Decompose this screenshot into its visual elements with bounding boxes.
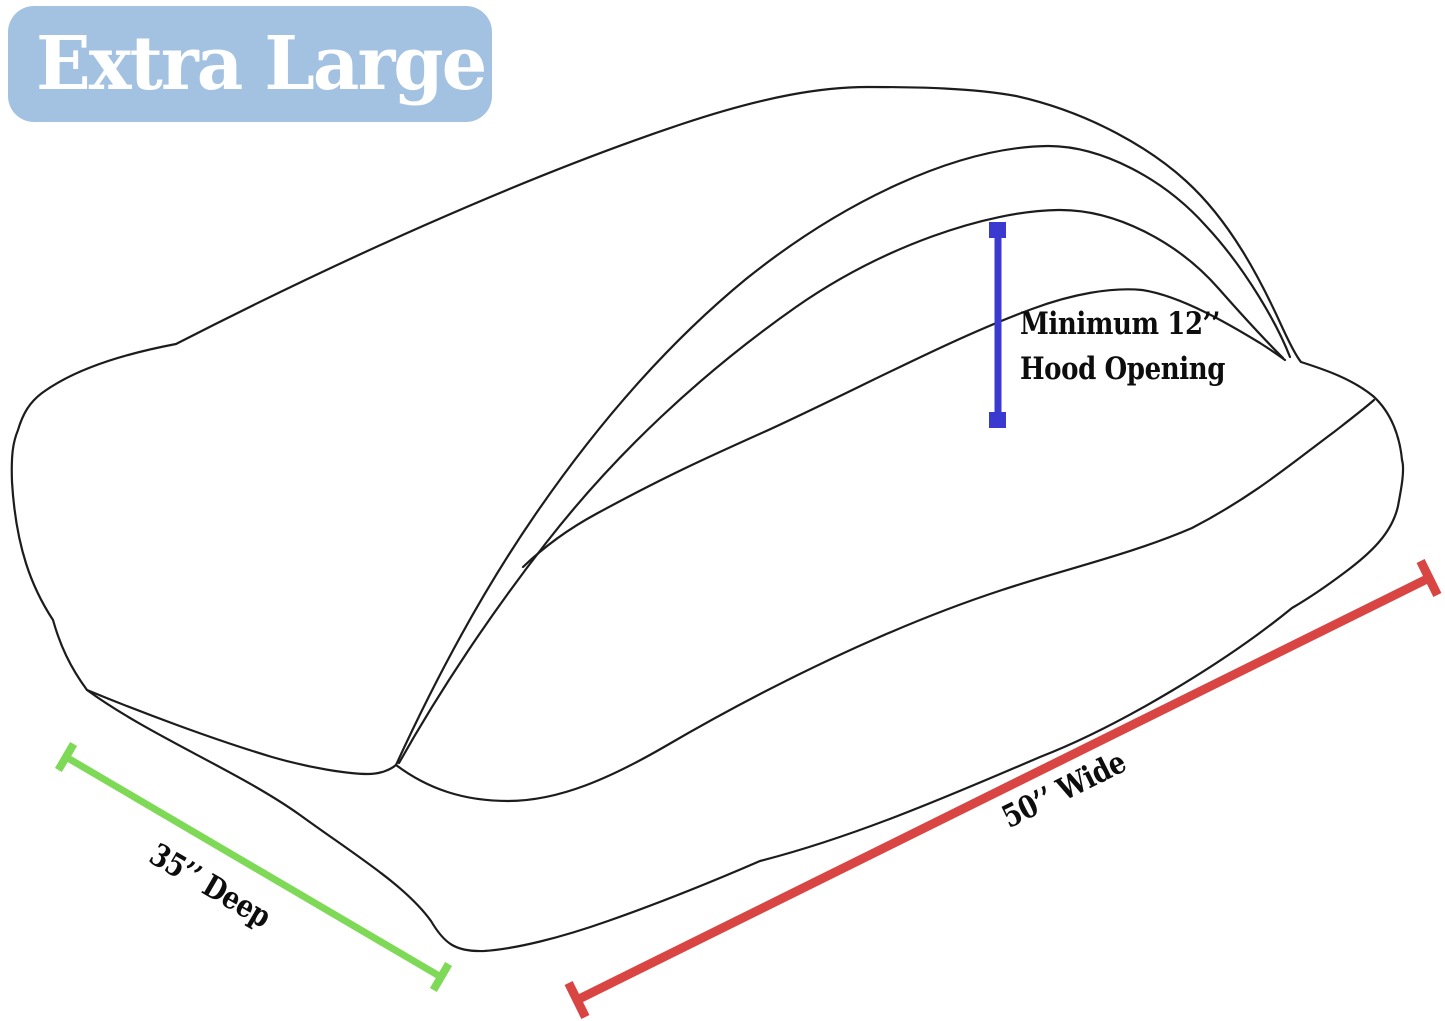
- hood-opening-dimension-line: [989, 222, 1006, 428]
- hood-rim-inner-arc: [397, 208, 1285, 765]
- hood-rim-outer-arc: [394, 144, 1292, 767]
- cushion-left-seam: [85, 688, 398, 776]
- bed-outline-group: [10, 85, 1405, 953]
- cushion-front-seam: [394, 398, 1376, 803]
- hood-opening-label-line1: Minimum 12’’: [1020, 306, 1220, 342]
- hood-opening-label: Minimum 12’’ Hood Opening: [1020, 302, 1225, 392]
- width-dimension-line: [564, 559, 1442, 1019]
- depth-dimension-shaft: [64, 753, 443, 981]
- hood-dimension-bottom-cap: [989, 412, 1006, 428]
- hood-dimension-top-cap: [989, 222, 1006, 238]
- depth-dimension-right-cap: [429, 961, 453, 993]
- size-badge-label: Extra Large: [36, 21, 487, 107]
- size-badge: Extra Large: [8, 6, 492, 122]
- bed-outer-silhouette: [10, 85, 1405, 953]
- width-dimension-shaft: [575, 573, 1431, 1005]
- width-dimension-left-cap: [564, 981, 590, 1019]
- hood-opening-edge: [521, 288, 1287, 569]
- width-dimension-right-cap: [1416, 559, 1442, 597]
- depth-dimension-line: [54, 741, 453, 993]
- hood-opening-label-line2: Hood Opening: [1020, 351, 1225, 387]
- depth-dimension-left-cap: [54, 741, 78, 773]
